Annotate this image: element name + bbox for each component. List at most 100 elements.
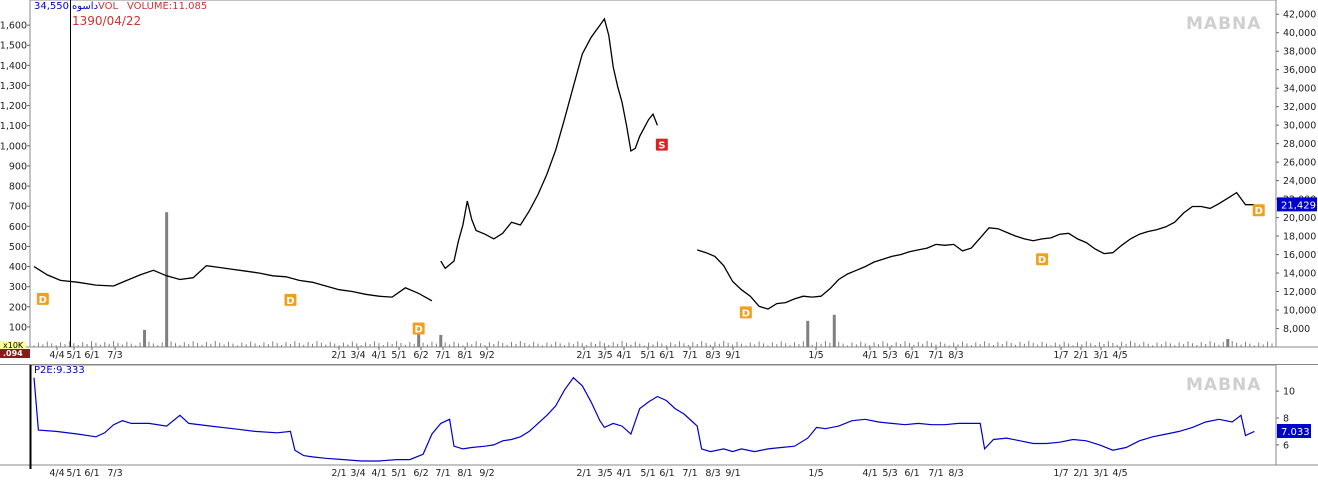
volume-last-tag: .094: [0, 349, 30, 358]
volume-spike: [806, 320, 810, 347]
indicator-x-label: 3/1: [1093, 468, 1108, 479]
indicator-x-label: 9/1: [725, 468, 740, 479]
right-tick-label: 14,000: [1283, 269, 1316, 280]
indicator-last-tag: [1277, 423, 1311, 438]
x-tick-label: 6/1: [659, 350, 674, 361]
indicator-x-label: 1/7: [1053, 468, 1068, 479]
price-chart: 8,000 10,000 12,000 14,000 16,000 18,000 20,00…: [0, 0, 1318, 365]
indicator-x-label: 8/3: [948, 468, 963, 479]
x-tick-label: 3/4: [350, 350, 365, 361]
volume-spike: [439, 334, 443, 347]
indicator-x-label: 6/2: [413, 468, 428, 479]
volume-spike: [1226, 338, 1230, 347]
volume-readout: VOLUME:11.085: [127, 1, 208, 12]
left-tick-label: 600: [9, 222, 27, 233]
x-tick-label: 6/1: [84, 350, 99, 361]
x-tick-label: 4/1: [616, 350, 631, 361]
marker-label: D: [1255, 206, 1263, 217]
watermark-logo: MABNA: [1186, 14, 1262, 34]
indicator-x-label: 2/1: [576, 468, 591, 479]
x-tick-label: 5/3: [882, 350, 897, 361]
x-tick-label: 1/7: [1053, 350, 1068, 361]
left-tick-label: 1,600: [0, 21, 27, 32]
last-price-label: 21,429: [1281, 200, 1316, 211]
indicator-tick-label: 8: [1283, 414, 1289, 425]
left-tick-label: 700: [9, 202, 27, 213]
indicator-label: P2E:9.333: [34, 365, 85, 376]
x-tick-label: 2/1: [576, 350, 591, 361]
x-tick-label: 8/1: [457, 350, 472, 361]
dividend-marker: [1252, 204, 1265, 217]
price-readout: 34,550: [34, 1, 69, 12]
watermark-logo-lower: MABNA: [1186, 375, 1262, 395]
indicator-tick-label: 10: [1283, 387, 1295, 398]
x-tick-label: 7/3: [107, 350, 122, 361]
indicator-x-label: 4/4: [49, 468, 64, 479]
left-tick-label: 1,200: [0, 101, 27, 112]
right-tick-label: 24,000: [1283, 176, 1316, 187]
indicator-last-label: 7.033: [1281, 427, 1310, 438]
x-tick-label: 1/5: [808, 350, 823, 361]
marker-label: D: [286, 296, 294, 307]
left-tick-label: 100: [9, 322, 27, 333]
indicator-x-label: 7/1: [435, 468, 450, 479]
x-tick-label: 2/1: [1073, 350, 1088, 361]
indicator-x-label: 7/1: [928, 468, 943, 479]
x-tick-label: 9/2: [479, 350, 494, 361]
right-tick-label: 36,000: [1283, 65, 1316, 76]
x-tick-label: 5/1: [640, 350, 655, 361]
left-tick-label: 300: [9, 282, 27, 293]
left-tick-label: 400: [9, 262, 27, 273]
x-tick-label: 8/3: [948, 350, 963, 361]
x-tick-label: 7/1: [435, 350, 450, 361]
x-tick-label: 5/1: [391, 350, 406, 361]
indicator-x-label: 4/1: [371, 468, 386, 479]
dividend-marker: [412, 322, 425, 335]
indicator-x-label: 6/1: [659, 468, 674, 479]
indicator-x-label: 4/1: [862, 468, 877, 479]
right-tick-label: 42,000: [1283, 10, 1316, 21]
x-tick-label: 6/2: [413, 350, 428, 361]
volume-spike: [143, 329, 147, 347]
indicator-x-label: 6/1: [84, 468, 99, 479]
last-price-tag: [1277, 197, 1317, 212]
right-tick-label: 32,000: [1283, 102, 1316, 113]
left-tick-label: 800: [9, 182, 27, 193]
marker-label: D: [1038, 255, 1046, 266]
volume-spike: [165, 212, 169, 347]
plot-frame: [29, 0, 1277, 348]
right-tick-label: 10,000: [1283, 306, 1316, 317]
price-series-3: [697, 191, 1255, 310]
indicator-x-label: 3/4: [350, 468, 365, 479]
x-tick-label: 3/1: [1093, 350, 1108, 361]
indicator-x-label: 7/1: [682, 468, 697, 479]
indicator-x-label: 5/1: [640, 468, 655, 479]
x-tick-label: 4/1: [862, 350, 877, 361]
x-tick-label: 3/5: [597, 350, 612, 361]
x-tick-label: 7/1: [928, 350, 943, 361]
indicator-x-label: 2/1: [331, 468, 346, 479]
right-tick-label: 18,000: [1283, 232, 1316, 243]
indicator-x-label: 9/2: [479, 468, 494, 479]
left-tick-label: 1,000: [0, 141, 27, 152]
right-tick-label: 28,000: [1283, 139, 1316, 150]
symbol-label: داسوه: [72, 1, 99, 12]
indicator-x-label: 2/1: [1073, 468, 1088, 479]
indicator-pane: 6 8 10 4/4 5/1 6/1 7/3 2/1 3/4 4/1 5/1 6/2 7/1 8/1 9/2…: [0, 365, 1318, 482]
sell-marker: [655, 138, 668, 151]
x-tick-label: 9/1: [725, 350, 740, 361]
right-tick-label: 20,000: [1283, 213, 1316, 224]
indicator-x-label: 5/3: [882, 468, 897, 479]
vol-label: VOL: [98, 1, 119, 12]
price-series-2: [440, 17, 659, 270]
right-tick-label: 34,000: [1283, 84, 1316, 95]
dividend-marker: [1036, 253, 1049, 266]
x-tick-label: 4/4: [49, 350, 64, 361]
indicator-x-label: 5/1: [66, 468, 81, 479]
marker-label: D: [415, 325, 423, 336]
price-series-1: [33, 265, 433, 302]
left-tick-label: 1,100: [0, 121, 27, 132]
x-tick-label: 8/3: [705, 350, 720, 361]
right-tick-label: 38,000: [1283, 47, 1316, 58]
